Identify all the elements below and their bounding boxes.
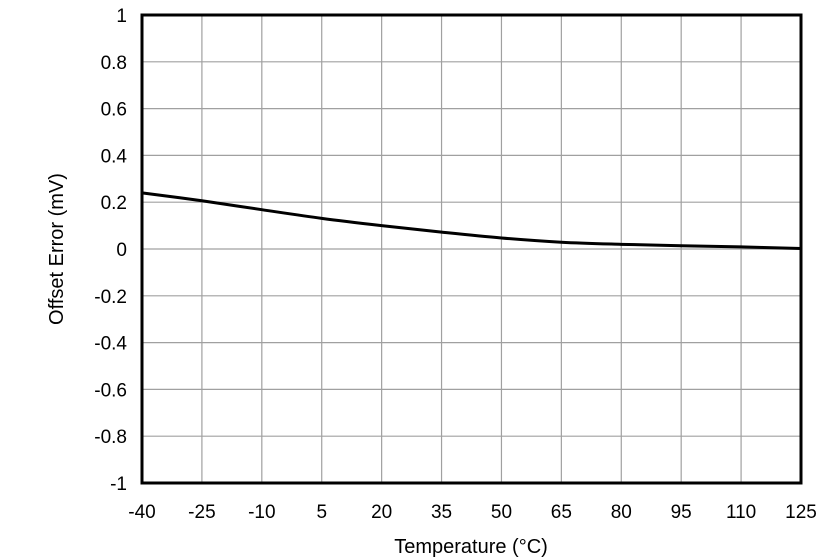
x-tick-label: 50: [491, 502, 512, 523]
y-tick-label: 0: [116, 240, 127, 261]
x-tick-label: 125: [785, 502, 817, 523]
y-tick-label: -0.6: [94, 380, 127, 401]
x-tick-label: -25: [188, 502, 215, 523]
y-tick-label: 0.4: [101, 146, 128, 167]
x-tick-label: 65: [551, 502, 572, 523]
offset-error-curve: [141, 191, 802, 251]
x-tick-label: 95: [671, 502, 692, 523]
y-tick-label: -0.8: [94, 427, 127, 448]
y-tick-label: 0.2: [101, 193, 127, 214]
y-tick-label: -1: [110, 474, 127, 495]
y-tick-label: -0.2: [94, 287, 127, 308]
x-tick-label: 5: [316, 502, 327, 523]
x-tick-label: 20: [371, 502, 392, 523]
x-tick-label: 35: [431, 502, 452, 523]
grid: [142, 15, 801, 483]
plot-frame: [140, 13, 803, 485]
x-tick-label: 80: [611, 502, 632, 523]
series-layer: [141, 191, 802, 251]
y-tick-label: -0.4: [94, 334, 127, 355]
y-tick-label: 0.8: [101, 53, 127, 74]
y-axis-ticks: 1 0.8 0.6 0.4 0.2 0 -0.2 -0.4 -0.6 -0.8 -1: [94, 6, 127, 495]
y-tick-label: 1: [116, 6, 127, 27]
x-axis-label: Temperature (°C): [394, 536, 548, 558]
x-tick-label: -40: [128, 502, 155, 523]
x-tick-label: 110: [726, 502, 756, 523]
x-tick-label: -10: [248, 502, 275, 523]
y-axis-label: Offset Error (mV): [46, 173, 68, 325]
y-tick-label: 0.6: [101, 100, 127, 121]
x-axis-ticks: -40 -25 -10 5 20 35 50 65 80 95 110 125: [128, 502, 817, 523]
